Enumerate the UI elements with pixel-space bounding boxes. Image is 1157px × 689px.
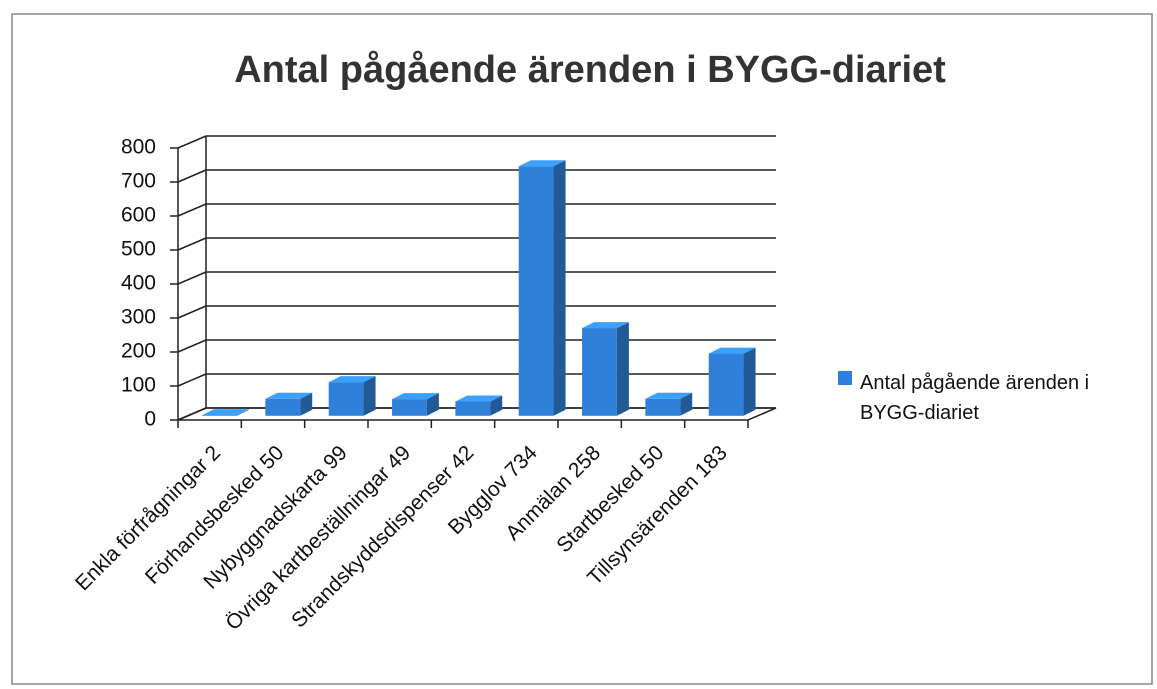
- bar-top: [582, 322, 629, 329]
- y-tick-label: 200: [121, 340, 156, 363]
- grid-line: [177, 407, 207, 421]
- bar-top: [645, 392, 693, 399]
- bar-group: [645, 392, 693, 416]
- bar: [582, 328, 617, 416]
- bar-group: [708, 347, 756, 416]
- y-tick-label: 800: [121, 136, 156, 159]
- bar: [202, 415, 237, 416]
- grid-line: [177, 135, 207, 149]
- bar: [392, 399, 427, 416]
- bar-group: [392, 393, 439, 416]
- bar-group: [328, 376, 376, 416]
- bar: [518, 166, 554, 416]
- bar: [328, 382, 364, 416]
- bar: [645, 398, 681, 416]
- chart-title: Antal pågående ärenden i BYGG-diariet: [234, 49, 946, 91]
- bar-top: [708, 347, 756, 354]
- bar-side: [680, 392, 693, 416]
- bar-side: [616, 322, 629, 416]
- x-tick-label: Startbesked 50: [552, 441, 668, 557]
- y-tick-label: 500: [121, 238, 156, 261]
- bar-top: [518, 160, 566, 167]
- y-tick-label: 400: [121, 272, 156, 295]
- bar-side: [300, 392, 313, 416]
- bar: [708, 353, 744, 416]
- bar-group: [455, 395, 503, 416]
- y-tick-label: 0: [144, 408, 156, 431]
- bar-group: [518, 160, 566, 416]
- y-tick-label: 300: [121, 306, 156, 329]
- bar-top: [202, 409, 249, 416]
- legend-label: Antal pågående ärenden i BYGG-diariet: [860, 372, 1090, 424]
- grid-line: [177, 203, 207, 217]
- bar: [455, 401, 491, 416]
- grid-line: [177, 305, 207, 319]
- bar-side: [743, 347, 756, 416]
- bar-group: [582, 322, 629, 416]
- bar-side: [236, 409, 249, 416]
- bar-group: [202, 409, 249, 416]
- grid-line: [177, 237, 207, 251]
- bar-group: [265, 392, 313, 416]
- y-tick-label: 100: [121, 374, 156, 397]
- legend-swatch: [838, 371, 852, 385]
- grid-line: [177, 169, 207, 183]
- bar: [265, 398, 301, 416]
- y-tick-label: 600: [121, 204, 156, 227]
- grid-line: [177, 271, 207, 285]
- grid-line: [177, 339, 207, 353]
- bar-top: [392, 393, 439, 400]
- grid-line: [177, 373, 207, 387]
- bar-top: [328, 376, 376, 383]
- chart-frame: [11, 13, 1153, 685]
- bar-side: [363, 376, 376, 416]
- bar-top: [265, 392, 313, 399]
- bar-side: [553, 160, 566, 416]
- bar-side: [490, 395, 503, 416]
- y-tick-label: 700: [121, 170, 156, 193]
- bar-side: [426, 393, 439, 416]
- bar-top: [455, 395, 503, 402]
